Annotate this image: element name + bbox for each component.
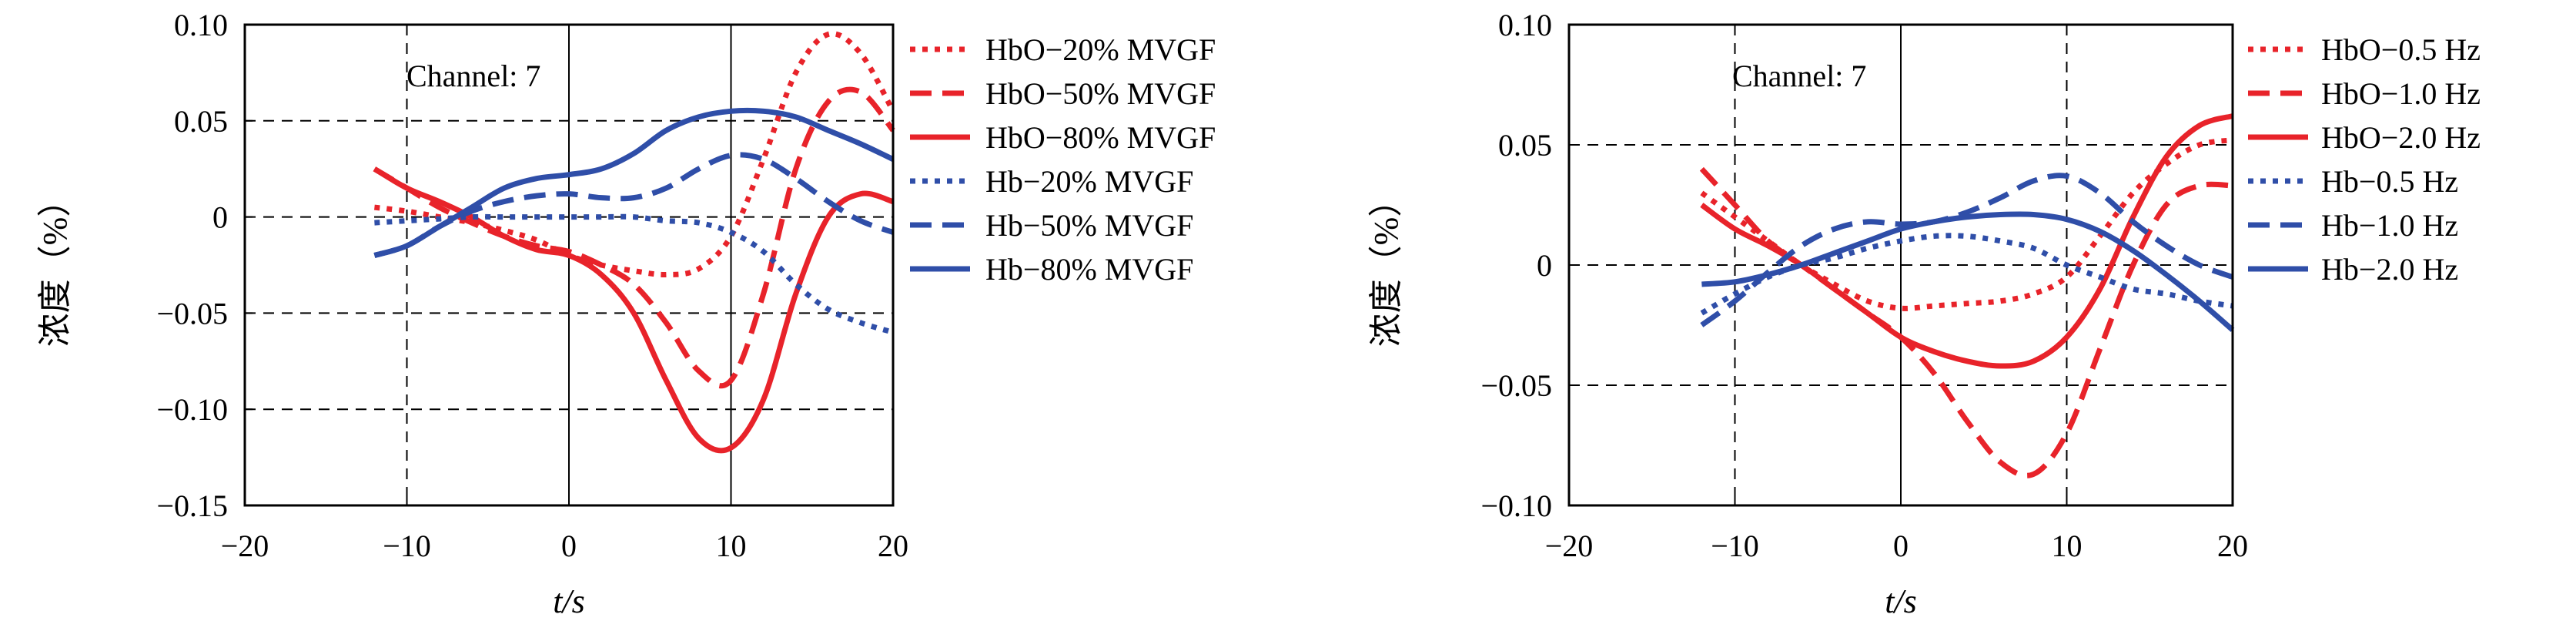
legend-label: HbO−0.5 Hz: [2321, 32, 2481, 67]
y-tick-label: 0: [1537, 248, 1552, 283]
series-line: [373, 166, 895, 454]
series-line: [373, 86, 895, 389]
legend-label: HbO−20% MVGF: [985, 32, 1216, 67]
x-axis-label: t/s: [553, 582, 585, 620]
y-axis-label: 浓度（%）: [1367, 183, 1405, 347]
series-line: [1700, 173, 2234, 327]
chart-panel-2: 0.10 0.05 0 −0.05 −0.10 −20 −10 0 10 20 t/s 浓度（%） Ch…: [1367, 8, 2481, 620]
x-tick-label: 0: [1893, 529, 1909, 563]
legend-label: Hb−2.0 Hz: [2321, 252, 2458, 287]
x-tick-label: 0: [561, 529, 577, 563]
x-tick-label: 10: [2052, 529, 2083, 563]
y-tick-label: 0: [212, 200, 228, 235]
y-tick-label: −0.15: [156, 488, 228, 523]
y-tick-label: 0.10: [1498, 8, 1552, 42]
series-line: [1700, 137, 2233, 311]
legend-label: HbO−2.0 Hz: [2321, 120, 2481, 155]
legend: HbO−20% MVGF HbO−50% MVGF HbO−80% MVGF Hb−2…: [910, 32, 1216, 287]
x-tick-label: −10: [1711, 529, 1759, 563]
legend: HbO−0.5 Hz HbO−1.0 Hz HbO−2.0 Hz Hb−0.5 Hz H…: [2248, 32, 2481, 287]
legend-label: HbO−50% MVGF: [985, 76, 1216, 111]
series-line: [1701, 211, 2235, 332]
chart-panel-1: 0.10 0.05 0 −0.05 −0.10 −0.15 −20 −10 0 10 20 t/s 浓度…: [36, 8, 1216, 620]
x-tick-label: −10: [383, 529, 431, 563]
x-axis-label: t/s: [1885, 582, 1917, 620]
legend-label: Hb−0.5 Hz: [2321, 164, 2458, 199]
legend-label: HbO−80% MVGF: [985, 120, 1216, 155]
channel-annotation: Channel: 7: [406, 59, 540, 93]
series-line: [373, 31, 896, 277]
channel-annotation: Channel: 7: [1732, 59, 1866, 93]
x-tick-label: −20: [1545, 529, 1594, 563]
y-tick-label: 0.05: [174, 104, 228, 139]
series-line: [373, 107, 895, 258]
x-tick-label: −20: [221, 529, 269, 563]
series-line: [1700, 113, 2233, 369]
x-tick-label: 20: [2217, 529, 2248, 563]
y-axis-label: 浓度（%）: [36, 183, 74, 347]
legend-label: Hb−80% MVGF: [985, 252, 1193, 287]
legend-label: HbO−1.0 Hz: [2321, 76, 2481, 111]
legend-label: Hb−1.0 Hz: [2321, 208, 2458, 243]
y-tick-label: 0.10: [174, 8, 228, 42]
x-tick-label: 20: [878, 529, 908, 563]
series-line: [374, 213, 894, 335]
x-tick-label: 10: [716, 529, 747, 563]
y-tick-label: −0.10: [1480, 488, 1552, 523]
legend-label: Hb−50% MVGF: [985, 208, 1193, 243]
y-tick-label: −0.05: [156, 296, 228, 331]
y-tick-label: −0.10: [156, 392, 228, 427]
y-tick-label: −0.05: [1480, 368, 1552, 403]
legend-label: Hb−20% MVGF: [985, 164, 1193, 199]
y-tick-label: 0.05: [1498, 128, 1552, 163]
